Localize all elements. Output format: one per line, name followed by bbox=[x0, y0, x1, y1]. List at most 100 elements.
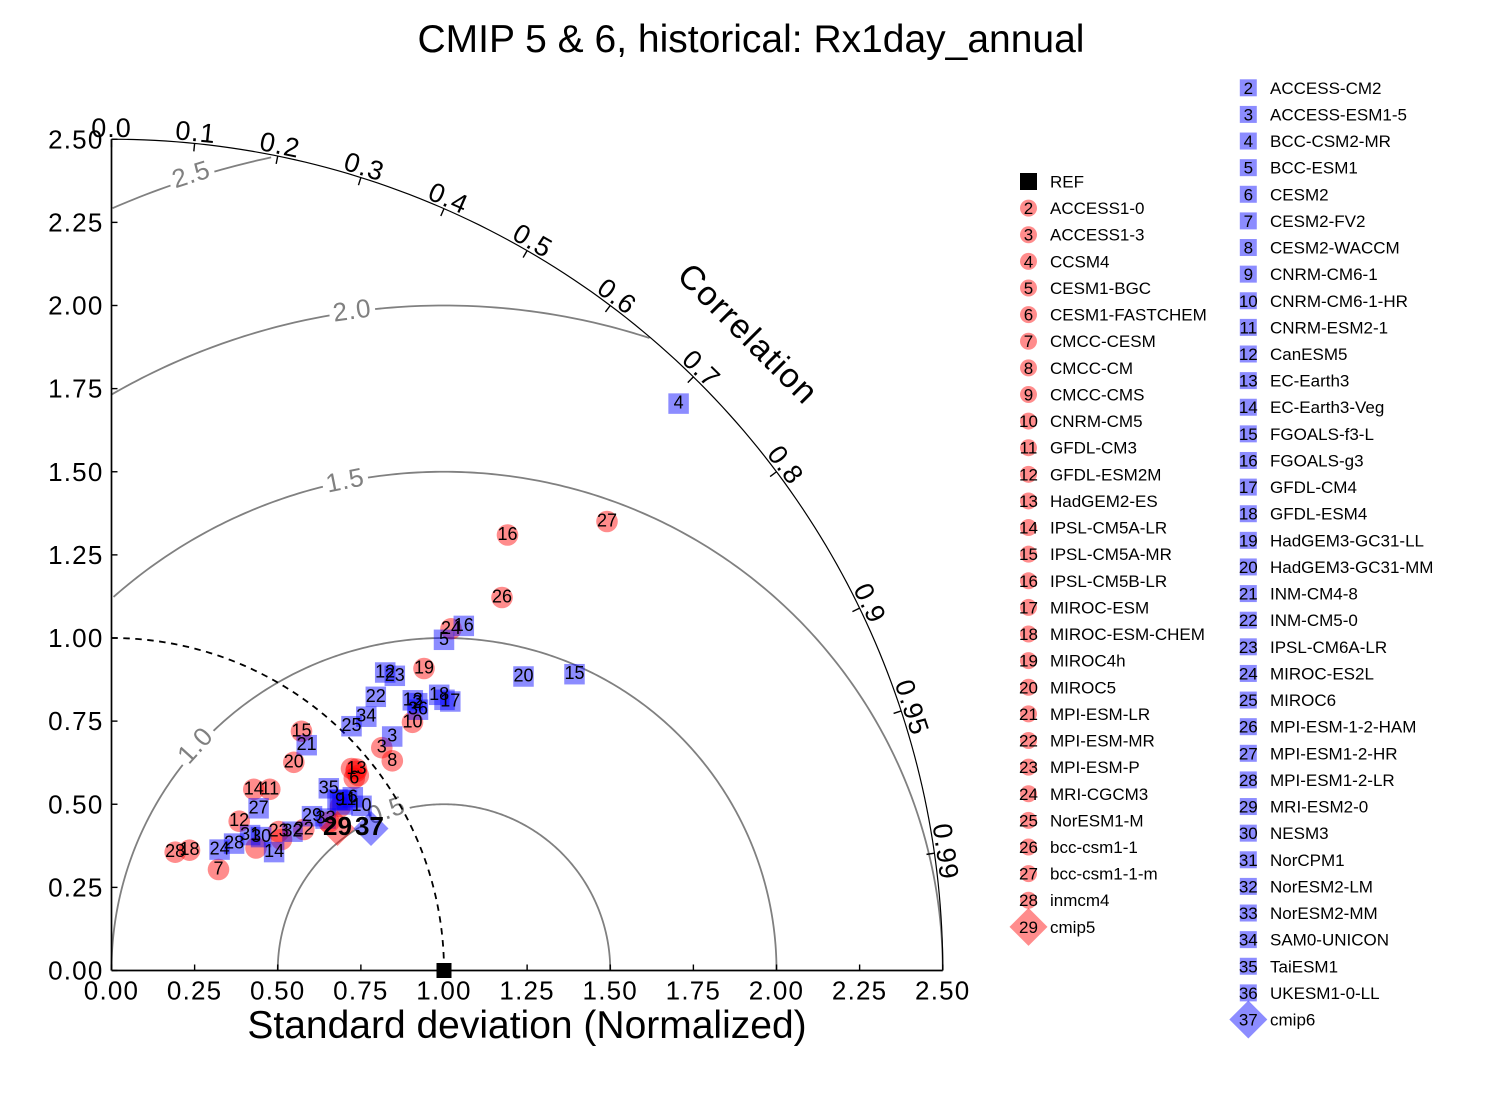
svg-text:MPI-ESM-LR: MPI-ESM-LR bbox=[1050, 705, 1150, 724]
svg-text:3: 3 bbox=[1244, 105, 1253, 124]
svg-text:2: 2 bbox=[412, 692, 422, 712]
svg-text:25: 25 bbox=[1019, 811, 1038, 830]
svg-text:20: 20 bbox=[1019, 678, 1038, 697]
svg-text:27: 27 bbox=[249, 797, 269, 817]
svg-text:MIROC-ES2L: MIROC-ES2L bbox=[1270, 664, 1374, 683]
svg-text:IPSL-CM5A-MR: IPSL-CM5A-MR bbox=[1050, 545, 1172, 564]
svg-text:0.00: 0.00 bbox=[48, 956, 103, 986]
svg-text:11: 11 bbox=[260, 778, 279, 798]
svg-text:22: 22 bbox=[366, 686, 386, 706]
svg-text:16: 16 bbox=[1019, 572, 1038, 591]
svg-text:16: 16 bbox=[1239, 451, 1258, 470]
svg-text:17: 17 bbox=[1019, 598, 1038, 617]
svg-text:6: 6 bbox=[349, 767, 359, 787]
svg-text:2.50: 2.50 bbox=[915, 976, 970, 1006]
svg-text:4: 4 bbox=[1024, 252, 1033, 271]
svg-text:20: 20 bbox=[284, 751, 304, 771]
svg-text:23: 23 bbox=[1239, 638, 1258, 657]
svg-text:CCSM4: CCSM4 bbox=[1050, 252, 1110, 271]
svg-text:CNRM-CM6-1-HR: CNRM-CM6-1-HR bbox=[1270, 292, 1408, 311]
svg-text:32: 32 bbox=[1239, 877, 1258, 896]
svg-text:15: 15 bbox=[564, 663, 584, 683]
svg-text:0.25: 0.25 bbox=[167, 976, 222, 1006]
svg-text:BCC-ESM1: BCC-ESM1 bbox=[1270, 159, 1358, 178]
svg-text:bcc-csm1-1: bcc-csm1-1 bbox=[1050, 838, 1138, 857]
svg-text:CMCC-CESM: CMCC-CESM bbox=[1050, 332, 1156, 351]
svg-text:12: 12 bbox=[1019, 465, 1038, 484]
svg-text:CESM1-BGC: CESM1-BGC bbox=[1050, 279, 1151, 298]
svg-text:12: 12 bbox=[375, 661, 395, 681]
svg-text:22: 22 bbox=[1239, 611, 1258, 630]
svg-text:20: 20 bbox=[513, 665, 533, 685]
svg-text:IPSL-CM5A-LR: IPSL-CM5A-LR bbox=[1050, 519, 1167, 538]
svg-text:22: 22 bbox=[1019, 732, 1038, 751]
svg-text:NorESM2-MM: NorESM2-MM bbox=[1270, 904, 1378, 923]
svg-text:10: 10 bbox=[402, 711, 422, 731]
svg-text:26: 26 bbox=[492, 586, 512, 606]
svg-text:35: 35 bbox=[319, 777, 339, 797]
svg-text:29: 29 bbox=[1019, 918, 1038, 937]
svg-text:9: 9 bbox=[1024, 385, 1033, 404]
svg-text:cmip5: cmip5 bbox=[1050, 918, 1095, 937]
svg-text:CNRM-CM5: CNRM-CM5 bbox=[1050, 412, 1143, 431]
svg-text:CESM2-WACCM: CESM2-WACCM bbox=[1270, 239, 1400, 258]
svg-text:CMIP 5 & 6, historical: Rx1day: CMIP 5 & 6, historical: Rx1day_annual bbox=[418, 18, 1085, 61]
svg-text:1.50: 1.50 bbox=[48, 457, 103, 487]
svg-text:2.0: 2.0 bbox=[331, 292, 373, 327]
svg-text:SAM0-UNICON: SAM0-UNICON bbox=[1270, 931, 1389, 950]
svg-text:18: 18 bbox=[1019, 625, 1038, 644]
svg-text:MPI-ESM-P: MPI-ESM-P bbox=[1050, 758, 1140, 777]
svg-text:15: 15 bbox=[291, 720, 311, 740]
svg-text:15: 15 bbox=[1239, 425, 1258, 444]
svg-text:9: 9 bbox=[1244, 265, 1253, 284]
svg-text:IPSL-CM6A-LR: IPSL-CM6A-LR bbox=[1270, 638, 1387, 657]
svg-text:HadGEM3-GC31-LL: HadGEM3-GC31-LL bbox=[1270, 531, 1424, 550]
svg-text:27: 27 bbox=[597, 510, 617, 530]
svg-text:CanESM5: CanESM5 bbox=[1270, 345, 1347, 364]
svg-text:MPI-ESM1-2-LR: MPI-ESM1-2-LR bbox=[1270, 771, 1395, 790]
svg-text:19: 19 bbox=[414, 657, 434, 677]
svg-text:CNRM-ESM2-1: CNRM-ESM2-1 bbox=[1270, 318, 1388, 337]
svg-text:36: 36 bbox=[408, 699, 428, 719]
svg-text:21: 21 bbox=[297, 734, 317, 754]
svg-text:EC-Earth3-Veg: EC-Earth3-Veg bbox=[1270, 398, 1384, 417]
svg-text:8: 8 bbox=[387, 750, 397, 770]
svg-text:GFDL-CM4: GFDL-CM4 bbox=[1270, 478, 1357, 497]
svg-text:MPI-ESM-1-2-HAM: MPI-ESM-1-2-HAM bbox=[1270, 718, 1416, 737]
svg-text:14: 14 bbox=[264, 841, 284, 861]
svg-text:5: 5 bbox=[1244, 159, 1253, 178]
svg-text:6: 6 bbox=[1024, 306, 1033, 325]
svg-text:9: 9 bbox=[335, 789, 345, 809]
svg-text:7: 7 bbox=[1244, 212, 1253, 231]
svg-text:HadGEM2-ES: HadGEM2-ES bbox=[1050, 492, 1158, 511]
svg-text:GFDL-ESM2M: GFDL-ESM2M bbox=[1050, 465, 1161, 484]
svg-text:13: 13 bbox=[346, 758, 366, 778]
svg-text:32: 32 bbox=[282, 821, 302, 841]
svg-text:MRI-ESM2-0: MRI-ESM2-0 bbox=[1270, 798, 1368, 817]
svg-text:1.25: 1.25 bbox=[48, 540, 103, 570]
svg-text:INM-CM5-0: INM-CM5-0 bbox=[1270, 611, 1358, 630]
svg-text:NorESM2-LM: NorESM2-LM bbox=[1270, 877, 1373, 896]
svg-text:21: 21 bbox=[1019, 705, 1038, 724]
svg-text:11: 11 bbox=[1239, 318, 1257, 337]
svg-text:0.75: 0.75 bbox=[333, 976, 388, 1006]
svg-text:1.50: 1.50 bbox=[583, 976, 638, 1006]
svg-text:NESM3: NESM3 bbox=[1270, 824, 1329, 843]
svg-text:MIROC-ESM: MIROC-ESM bbox=[1050, 598, 1149, 617]
svg-text:cmip6: cmip6 bbox=[1270, 1011, 1315, 1030]
svg-text:NorCPM1: NorCPM1 bbox=[1270, 851, 1345, 870]
svg-text:8: 8 bbox=[1024, 359, 1033, 378]
svg-text:24: 24 bbox=[441, 618, 461, 638]
svg-text:27: 27 bbox=[1239, 744, 1258, 763]
svg-text:0.50: 0.50 bbox=[48, 789, 103, 819]
svg-text:5: 5 bbox=[439, 629, 449, 649]
svg-text:MPI-ESM-MR: MPI-ESM-MR bbox=[1050, 732, 1155, 751]
svg-text:2.50: 2.50 bbox=[48, 124, 103, 154]
svg-text:36: 36 bbox=[1239, 984, 1258, 1003]
svg-text:16: 16 bbox=[454, 615, 474, 635]
svg-text:0.50: 0.50 bbox=[250, 976, 305, 1006]
svg-text:6: 6 bbox=[1244, 185, 1253, 204]
svg-text:13: 13 bbox=[1019, 492, 1038, 511]
svg-text:CESM1-FASTCHEM: CESM1-FASTCHEM bbox=[1050, 306, 1207, 325]
svg-text:10: 10 bbox=[351, 795, 371, 815]
